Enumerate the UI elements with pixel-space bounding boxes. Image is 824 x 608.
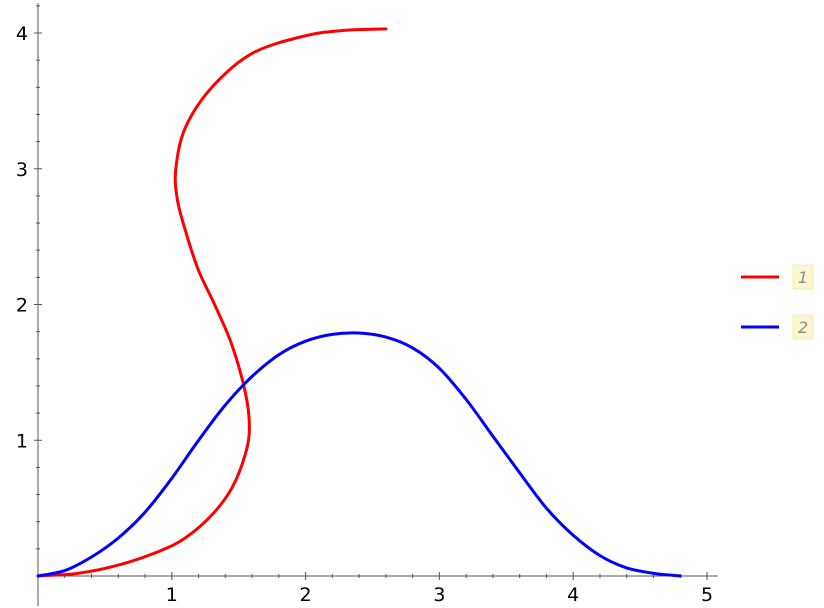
x-tick-label: 5	[701, 584, 713, 606]
series-line-2	[36, 331, 682, 578]
legend-label-box	[792, 264, 814, 290]
legend-label-1: 1	[798, 268, 808, 287]
y-tick-label: 1	[16, 430, 28, 452]
y-tick-label: 3	[16, 159, 28, 181]
x-tick-label: 1	[166, 584, 178, 606]
x-tick-label: 2	[300, 584, 312, 606]
y-tick-label: 2	[16, 295, 28, 317]
axes: 1 2 3 4 5 1 2 3 4	[16, 3, 718, 606]
legend: 12	[741, 264, 814, 340]
series-line-1	[36, 27, 388, 578]
x-tick-label: 3	[433, 584, 445, 606]
series-layer	[36, 27, 682, 578]
y-tick-label: 4	[16, 23, 28, 45]
legend-label-2: 2	[798, 318, 808, 337]
legend-label-box	[792, 314, 814, 340]
x-tick-label: 4	[567, 584, 579, 606]
